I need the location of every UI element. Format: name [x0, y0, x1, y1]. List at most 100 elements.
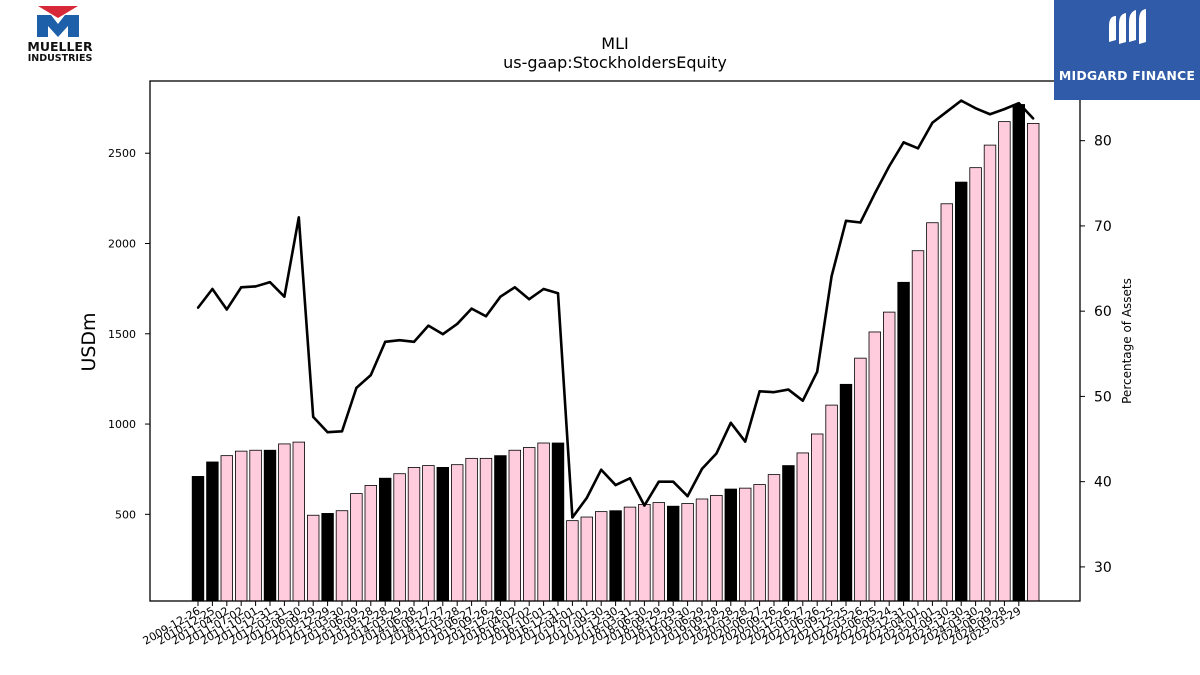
bar — [580, 516, 594, 602]
bar — [206, 461, 219, 602]
bar — [249, 449, 262, 602]
bar — [724, 488, 738, 602]
line-point — [297, 216, 300, 219]
bar — [378, 477, 392, 602]
bar — [523, 447, 536, 602]
line-point — [960, 99, 963, 102]
bar — [220, 455, 234, 602]
y-tick-label: 1500 — [108, 328, 136, 341]
midgard-finance-badge: MIDGARD FINANCE — [1054, 0, 1200, 100]
bar — [551, 442, 565, 602]
line-point — [816, 370, 819, 373]
midgard-finance-name: MIDGARD FINANCE — [1058, 68, 1196, 83]
line-point — [499, 295, 502, 298]
mueller-logo-name: MUELLER — [27, 39, 93, 54]
bar — [652, 502, 666, 602]
bar — [422, 465, 435, 602]
bar — [234, 450, 248, 602]
bar — [508, 449, 522, 602]
line-point — [211, 287, 214, 291]
mueller-logo-sub: INDUSTRIES — [27, 53, 93, 64]
bar — [393, 473, 406, 602]
line-point — [326, 431, 329, 434]
line-point — [484, 315, 488, 318]
bar — [854, 357, 867, 602]
bar — [839, 383, 853, 602]
line-point — [283, 295, 286, 298]
line-point — [945, 110, 948, 113]
mueller-logo: MUELLER INDUSTRIES — [18, 6, 102, 68]
y2-axis-label: Percentage of Assets — [1120, 278, 1134, 404]
line-point — [830, 275, 833, 278]
line-point — [614, 483, 617, 487]
bar — [710, 494, 723, 602]
y2-tick-label: 40 — [1094, 475, 1112, 491]
line-point — [916, 147, 920, 150]
bar — [969, 167, 982, 602]
line-point — [988, 113, 992, 116]
bar — [321, 513, 334, 602]
line-point — [542, 287, 545, 291]
y-axis-label: USDm — [78, 312, 100, 371]
bar — [450, 464, 464, 602]
bar — [739, 487, 752, 602]
bar — [263, 449, 277, 602]
line-point — [412, 340, 416, 344]
line-point — [873, 192, 876, 195]
line-point — [715, 452, 718, 455]
bar — [335, 510, 349, 602]
line-point — [672, 480, 675, 483]
bar — [897, 281, 910, 602]
plot-frame — [149, 80, 1081, 602]
y2-tick-label: 30 — [1094, 560, 1112, 576]
bar — [911, 250, 925, 602]
line-point — [700, 467, 704, 471]
line-point — [355, 386, 358, 390]
y2-tick-label: 60 — [1094, 304, 1112, 320]
bar — [191, 476, 205, 602]
line-point — [268, 280, 272, 284]
line-point — [643, 504, 646, 507]
chart-title: MLI — [601, 34, 628, 53]
left-y-axis: 500 1000 1500 2000 2500 — [108, 147, 150, 521]
bar — [306, 514, 320, 602]
line-point — [585, 496, 588, 500]
bar — [782, 465, 795, 602]
y2-tick-label: 70 — [1094, 219, 1112, 235]
bar — [494, 455, 507, 602]
bar — [465, 457, 478, 602]
bar — [537, 442, 550, 602]
chart-subtitle: us-gaap:StockholdersEquity — [503, 53, 727, 72]
y-tick-label: 500 — [115, 508, 136, 521]
x-axis: 2009-12-262010-12-252011-04-022011-07-02… — [141, 601, 1023, 648]
line-point — [427, 324, 430, 327]
y2-tick-label: 50 — [1094, 389, 1112, 405]
bar — [364, 485, 378, 602]
bar — [1027, 123, 1040, 602]
bar — [479, 457, 493, 602]
line-point — [312, 415, 315, 419]
bar — [681, 503, 694, 602]
y2-tick-label: 80 — [1094, 134, 1112, 150]
bar — [753, 484, 766, 602]
line-point — [758, 390, 761, 393]
bar — [767, 474, 781, 602]
bar-series — [191, 104, 1040, 602]
line-point — [600, 468, 603, 471]
line-point — [1017, 101, 1020, 105]
line-point — [888, 165, 891, 168]
line-point — [513, 286, 516, 289]
line-point — [787, 388, 790, 391]
line-point — [456, 322, 459, 326]
bar — [811, 433, 824, 602]
line-point — [729, 421, 732, 425]
midgard-logo-icon — [1109, 9, 1146, 44]
line-point — [1003, 107, 1006, 111]
bar — [926, 222, 939, 602]
bar — [695, 498, 709, 602]
bar — [350, 493, 363, 602]
bar — [796, 452, 810, 602]
line-point — [441, 332, 444, 336]
bar — [667, 505, 680, 602]
